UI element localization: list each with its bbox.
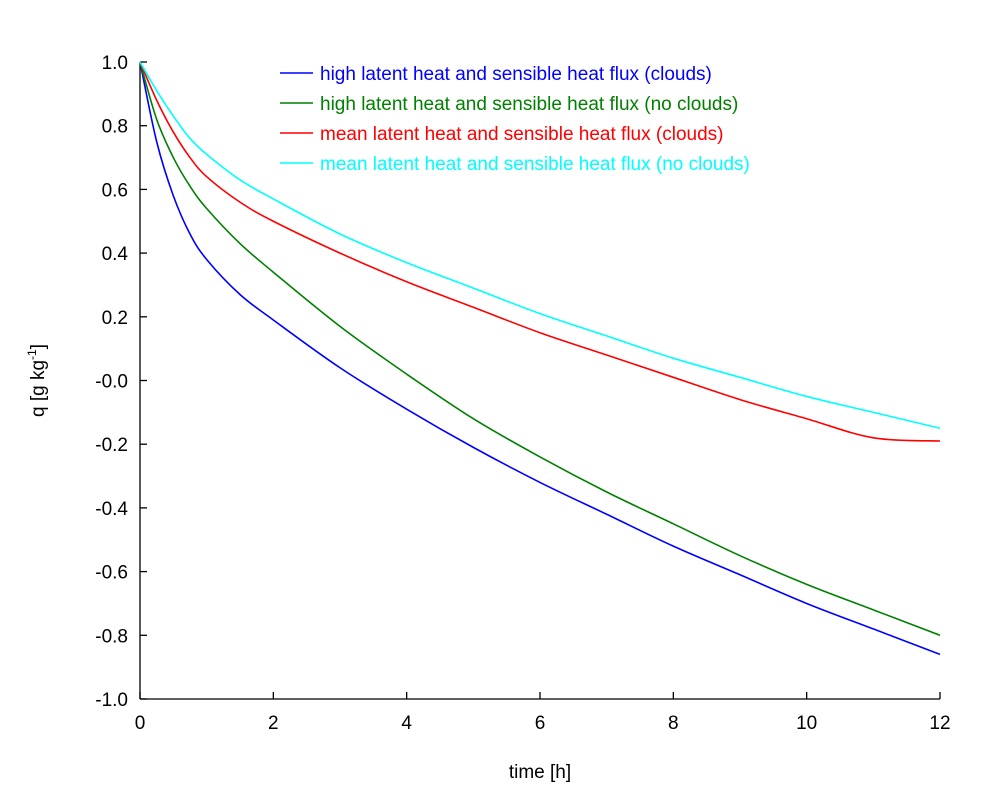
x-axis-title: time [h]	[509, 762, 571, 783]
x-tick-label: 8	[668, 713, 679, 734]
series-line-1	[139, 61, 941, 656]
y-tick-label: -0.8	[95, 626, 128, 647]
y-tick-label: 0.8	[102, 117, 128, 138]
x-tick-label: 10	[796, 713, 817, 734]
y-tick-label: 1.0	[102, 53, 128, 74]
y-tick-label: -0.2	[95, 435, 128, 456]
x-tick-label: 12	[929, 713, 950, 734]
x-tick-label: 6	[535, 713, 546, 734]
y-tick-label: -0.0	[95, 372, 128, 393]
y-axis-title-end: ]	[28, 344, 49, 349]
x-ticks: 0 2 4 6 8 10 12	[135, 692, 951, 734]
y-tick-label: -0.4	[95, 499, 128, 520]
legend-label: mean latent heat and sensible heat flux …	[320, 124, 723, 145]
x-tick-label: 4	[401, 713, 412, 734]
series-line-3	[139, 61, 941, 442]
y-tick-label: 0.4	[102, 244, 129, 265]
legend-label: high latent heat and sensible heat flux …	[320, 64, 712, 85]
y-tick-label: -1.0	[95, 690, 128, 711]
series-group	[139, 61, 941, 656]
x-tick-label: 2	[268, 713, 279, 734]
legend-label: mean latent heat and sensible heat flux …	[320, 154, 750, 175]
y-axis-title: q [g kg-1]	[25, 344, 49, 417]
y-tick-label: 0.2	[102, 308, 128, 329]
legend: high latent heat and sensible heat flux …	[280, 64, 750, 175]
y-axis-title-main: q [g kg	[28, 360, 49, 417]
series-line-4	[139, 61, 941, 430]
y-axis-title-superscript: -1	[25, 349, 39, 360]
y-tick-label: 0.6	[102, 180, 128, 201]
series-line-2	[139, 61, 941, 637]
y-tick-label: -0.6	[95, 563, 128, 584]
y-ticks: 1.0 0.8 0.6 0.4 0.2 -0.0 -0.2 -0.4 -0.6 -0.8 -1.0	[95, 53, 147, 711]
legend-label: high latent heat and sensible heat flux …	[320, 94, 738, 115]
x-tick-label: 0	[135, 713, 146, 734]
